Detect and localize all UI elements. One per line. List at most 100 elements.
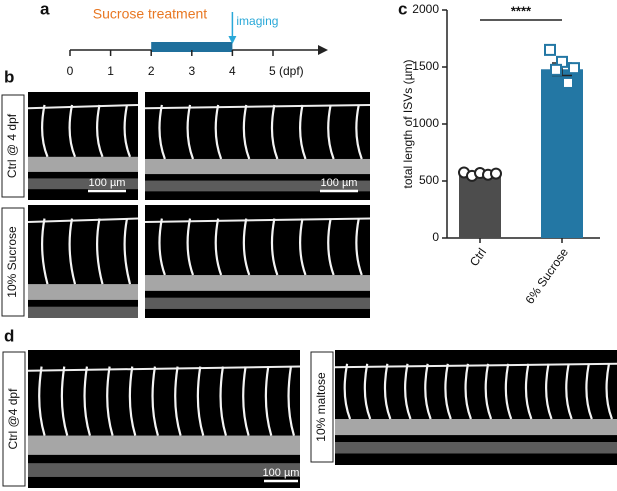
vessel [96,218,104,285]
row-label-box [1,207,25,317]
vessel [270,104,279,160]
panel-label: c [398,0,407,18]
vessel [106,366,114,436]
vessel [151,366,159,436]
vessel [464,363,472,420]
vessel [219,366,227,436]
vessel [41,218,49,285]
vessel [83,366,91,436]
vessel [605,363,613,420]
timeline-tick-label: 1 [107,64,114,78]
bar [541,69,583,238]
vessel-band [335,442,617,454]
vessel-band [145,158,370,175]
vessel [96,104,104,158]
vessel-band [28,156,138,172]
vessel [327,218,335,276]
vessel [404,363,412,420]
data-point [562,76,574,89]
timeline-arrow [318,45,328,55]
vessel [41,104,49,158]
vessel [343,363,352,420]
significance-label: **** [511,3,532,18]
data-point [490,167,502,180]
y-tick-label: 0 [432,230,439,244]
row-label: Ctrl @ 4 dpf [5,113,19,178]
vessel [242,366,250,436]
vessel [242,104,251,160]
imaging-label: imaging [236,14,278,28]
vessel [144,217,371,223]
vessel [299,104,307,160]
vessel [299,218,307,276]
vessel [327,104,335,160]
vessel [545,363,553,420]
vessel [504,363,513,420]
vessel [444,363,452,420]
imaging-arrowhead [228,36,237,44]
panel-label: d [4,326,14,345]
row-label-box [2,351,26,487]
row-label: Ctrl @4 dpf [6,388,20,450]
scale-bar-label: 100 µm [321,177,358,189]
vessel [565,363,573,420]
vessel [123,218,132,285]
y-tick-label: 1500 [412,59,439,73]
vessel [585,363,593,420]
vessel [68,218,77,285]
scale-bar-label: 100 µm [89,177,126,189]
data-point [550,63,562,76]
panel-label: b [4,67,14,86]
scale-bar-label: 100 µm [263,467,300,479]
vessel [363,363,372,420]
vessel [270,218,279,276]
vessel [128,366,137,436]
treatment-label: Sucrose treatment [93,6,207,22]
vessel [334,362,617,369]
vessel [174,366,182,436]
vessel [60,366,69,436]
y-axis-label: total length of ISVs (µm) [401,60,415,189]
timeline-tick-label: 3 [188,64,195,78]
vessel [186,104,195,160]
vessel-band [335,419,617,436]
row-label: 10% Sucrose [5,226,19,298]
vessel [158,104,166,160]
vessel [424,363,432,420]
vessel [242,218,251,276]
bar [459,174,501,238]
timeline-tick-label: 0 [67,64,74,78]
panel-label: a [40,0,50,18]
treatment-bar [151,42,233,52]
vessel [27,217,139,223]
y-tick-label: 1000 [412,116,439,130]
x-tick-label: 6% Sucrose [522,245,571,306]
vessel [27,103,139,110]
vessel [123,104,132,158]
vessel-band [145,180,370,192]
vessel-band [145,275,370,291]
vessel [214,218,223,276]
vessel [287,366,295,436]
vessel [196,366,205,436]
vessel [158,218,166,276]
vessel [264,366,273,436]
vessel [355,218,363,276]
y-tick-label: 2000 [412,2,439,16]
vessel [68,104,77,158]
vessel-band [28,178,138,190]
vessel-band [28,306,138,318]
data-point [568,62,580,75]
vessel [484,363,493,420]
vessel [38,366,46,436]
timeline-tick-label: 2 [148,64,155,78]
vessel-band [28,463,300,477]
vessel [144,103,371,110]
vessel [27,365,301,372]
vessel-band [145,297,370,309]
row-label: 10% maltose [314,372,328,442]
x-tick-label: Ctrl [467,246,489,269]
y-tick-label: 500 [419,173,439,187]
data-point [544,43,556,56]
